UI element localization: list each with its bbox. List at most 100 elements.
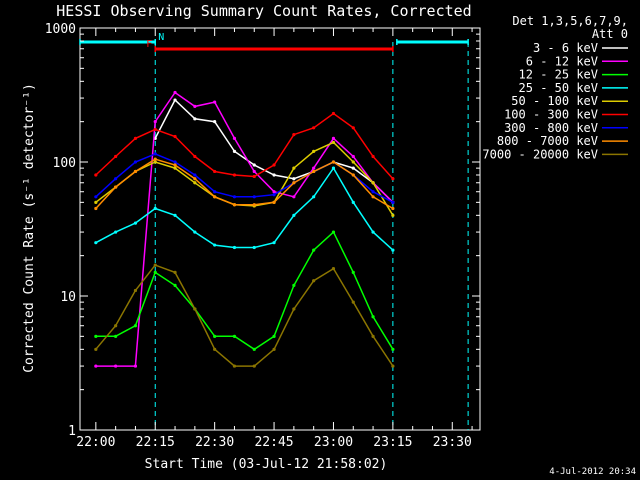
data-point <box>331 140 336 145</box>
data-point <box>114 324 118 328</box>
data-point <box>232 149 237 153</box>
data-point <box>173 166 177 170</box>
data-point <box>331 166 336 170</box>
data-point <box>213 243 217 247</box>
data-point <box>312 279 316 283</box>
data-point <box>173 270 177 275</box>
data-point <box>232 136 237 141</box>
data-point <box>133 324 138 328</box>
data-point <box>331 230 336 234</box>
data-point <box>153 270 157 275</box>
series-line <box>95 112 394 180</box>
data-point <box>252 245 256 250</box>
data-point <box>153 152 157 156</box>
data-point <box>371 315 375 319</box>
data-point <box>173 160 177 164</box>
data-point <box>351 200 355 204</box>
legend-label: 100 - 300 keV <box>504 108 598 122</box>
x-tick-label: 22:00 <box>76 435 115 450</box>
data-point <box>114 364 118 368</box>
data-point <box>133 160 138 164</box>
data-point <box>173 163 177 167</box>
data-point <box>94 173 98 177</box>
y-axis: 1 10 100 1000 <box>45 22 480 439</box>
data-point <box>351 166 355 170</box>
data-point <box>331 267 336 271</box>
y-axis-label: Corrected Count Rate (s⁻¹ detector⁻¹) <box>22 83 37 373</box>
x-axis-label: Start Time (03-Jul-12 21:58:02) <box>145 457 388 472</box>
data-point <box>193 307 197 311</box>
plot-area <box>79 27 481 431</box>
data-point <box>133 169 138 174</box>
data-point <box>371 230 375 234</box>
data-point <box>232 334 237 338</box>
y-tick-label: 100 <box>53 156 76 171</box>
data-point <box>94 195 98 199</box>
data-point <box>252 364 256 368</box>
data-point <box>331 160 336 164</box>
data-point <box>351 154 355 159</box>
legend-label: 800 - 7000 keV <box>497 134 598 148</box>
data-point <box>193 117 197 121</box>
data-point <box>252 169 256 174</box>
data-point <box>153 206 157 211</box>
legend-label: 25 - 50 keV <box>519 81 598 95</box>
x-tick-label: 23:30 <box>433 435 472 450</box>
footer-timestamp: 4-Jul-2012 20:34 <box>549 467 636 477</box>
data-point <box>391 364 395 368</box>
data-point <box>391 206 395 211</box>
data-point <box>232 195 237 199</box>
data-point <box>173 213 177 217</box>
data-point <box>173 134 177 139</box>
data-point <box>331 136 336 141</box>
data-point <box>272 193 276 197</box>
data-point <box>292 307 296 311</box>
data-point <box>114 185 118 189</box>
data-point <box>153 127 157 132</box>
data-point <box>213 334 217 338</box>
data-point <box>371 190 375 194</box>
data-point <box>391 213 395 217</box>
data-point <box>94 364 98 368</box>
flag-label: F <box>146 39 152 50</box>
data-point <box>114 230 118 234</box>
data-point <box>193 181 197 185</box>
data-point <box>351 173 355 177</box>
legend-label: 6 - 12 keV <box>526 54 598 68</box>
flag-bars: NF <box>79 32 469 52</box>
data-point <box>292 283 296 287</box>
data-point <box>391 248 395 252</box>
series-line <box>95 264 394 367</box>
data-point <box>213 120 217 124</box>
data-point <box>114 177 118 181</box>
data-point <box>252 195 256 199</box>
data-point <box>153 263 157 267</box>
data-point <box>94 241 98 245</box>
data-point <box>312 149 316 153</box>
chart-title: HESSI Observing Summary Count Rates, Cor… <box>56 2 471 20</box>
data-point <box>232 203 237 207</box>
data-point <box>312 166 316 170</box>
data-point <box>292 133 296 137</box>
data-point <box>133 221 138 225</box>
data-point <box>252 347 256 351</box>
x-tick-label: 22:15 <box>136 435 175 450</box>
data-point <box>272 200 276 204</box>
data-point <box>391 200 395 204</box>
x-tick-label: 22:30 <box>195 435 234 450</box>
data-point <box>193 173 197 177</box>
data-point <box>193 104 197 108</box>
series-line <box>95 158 394 210</box>
data-point <box>153 120 157 124</box>
data-point <box>272 347 276 351</box>
data-point <box>272 173 276 177</box>
data-point <box>133 288 138 293</box>
data-point <box>272 241 276 245</box>
series-line <box>154 98 394 203</box>
plot-frame <box>79 27 481 431</box>
data-point <box>351 126 355 130</box>
data-point <box>252 174 256 179</box>
data-point <box>371 154 375 159</box>
data-point <box>292 166 296 170</box>
